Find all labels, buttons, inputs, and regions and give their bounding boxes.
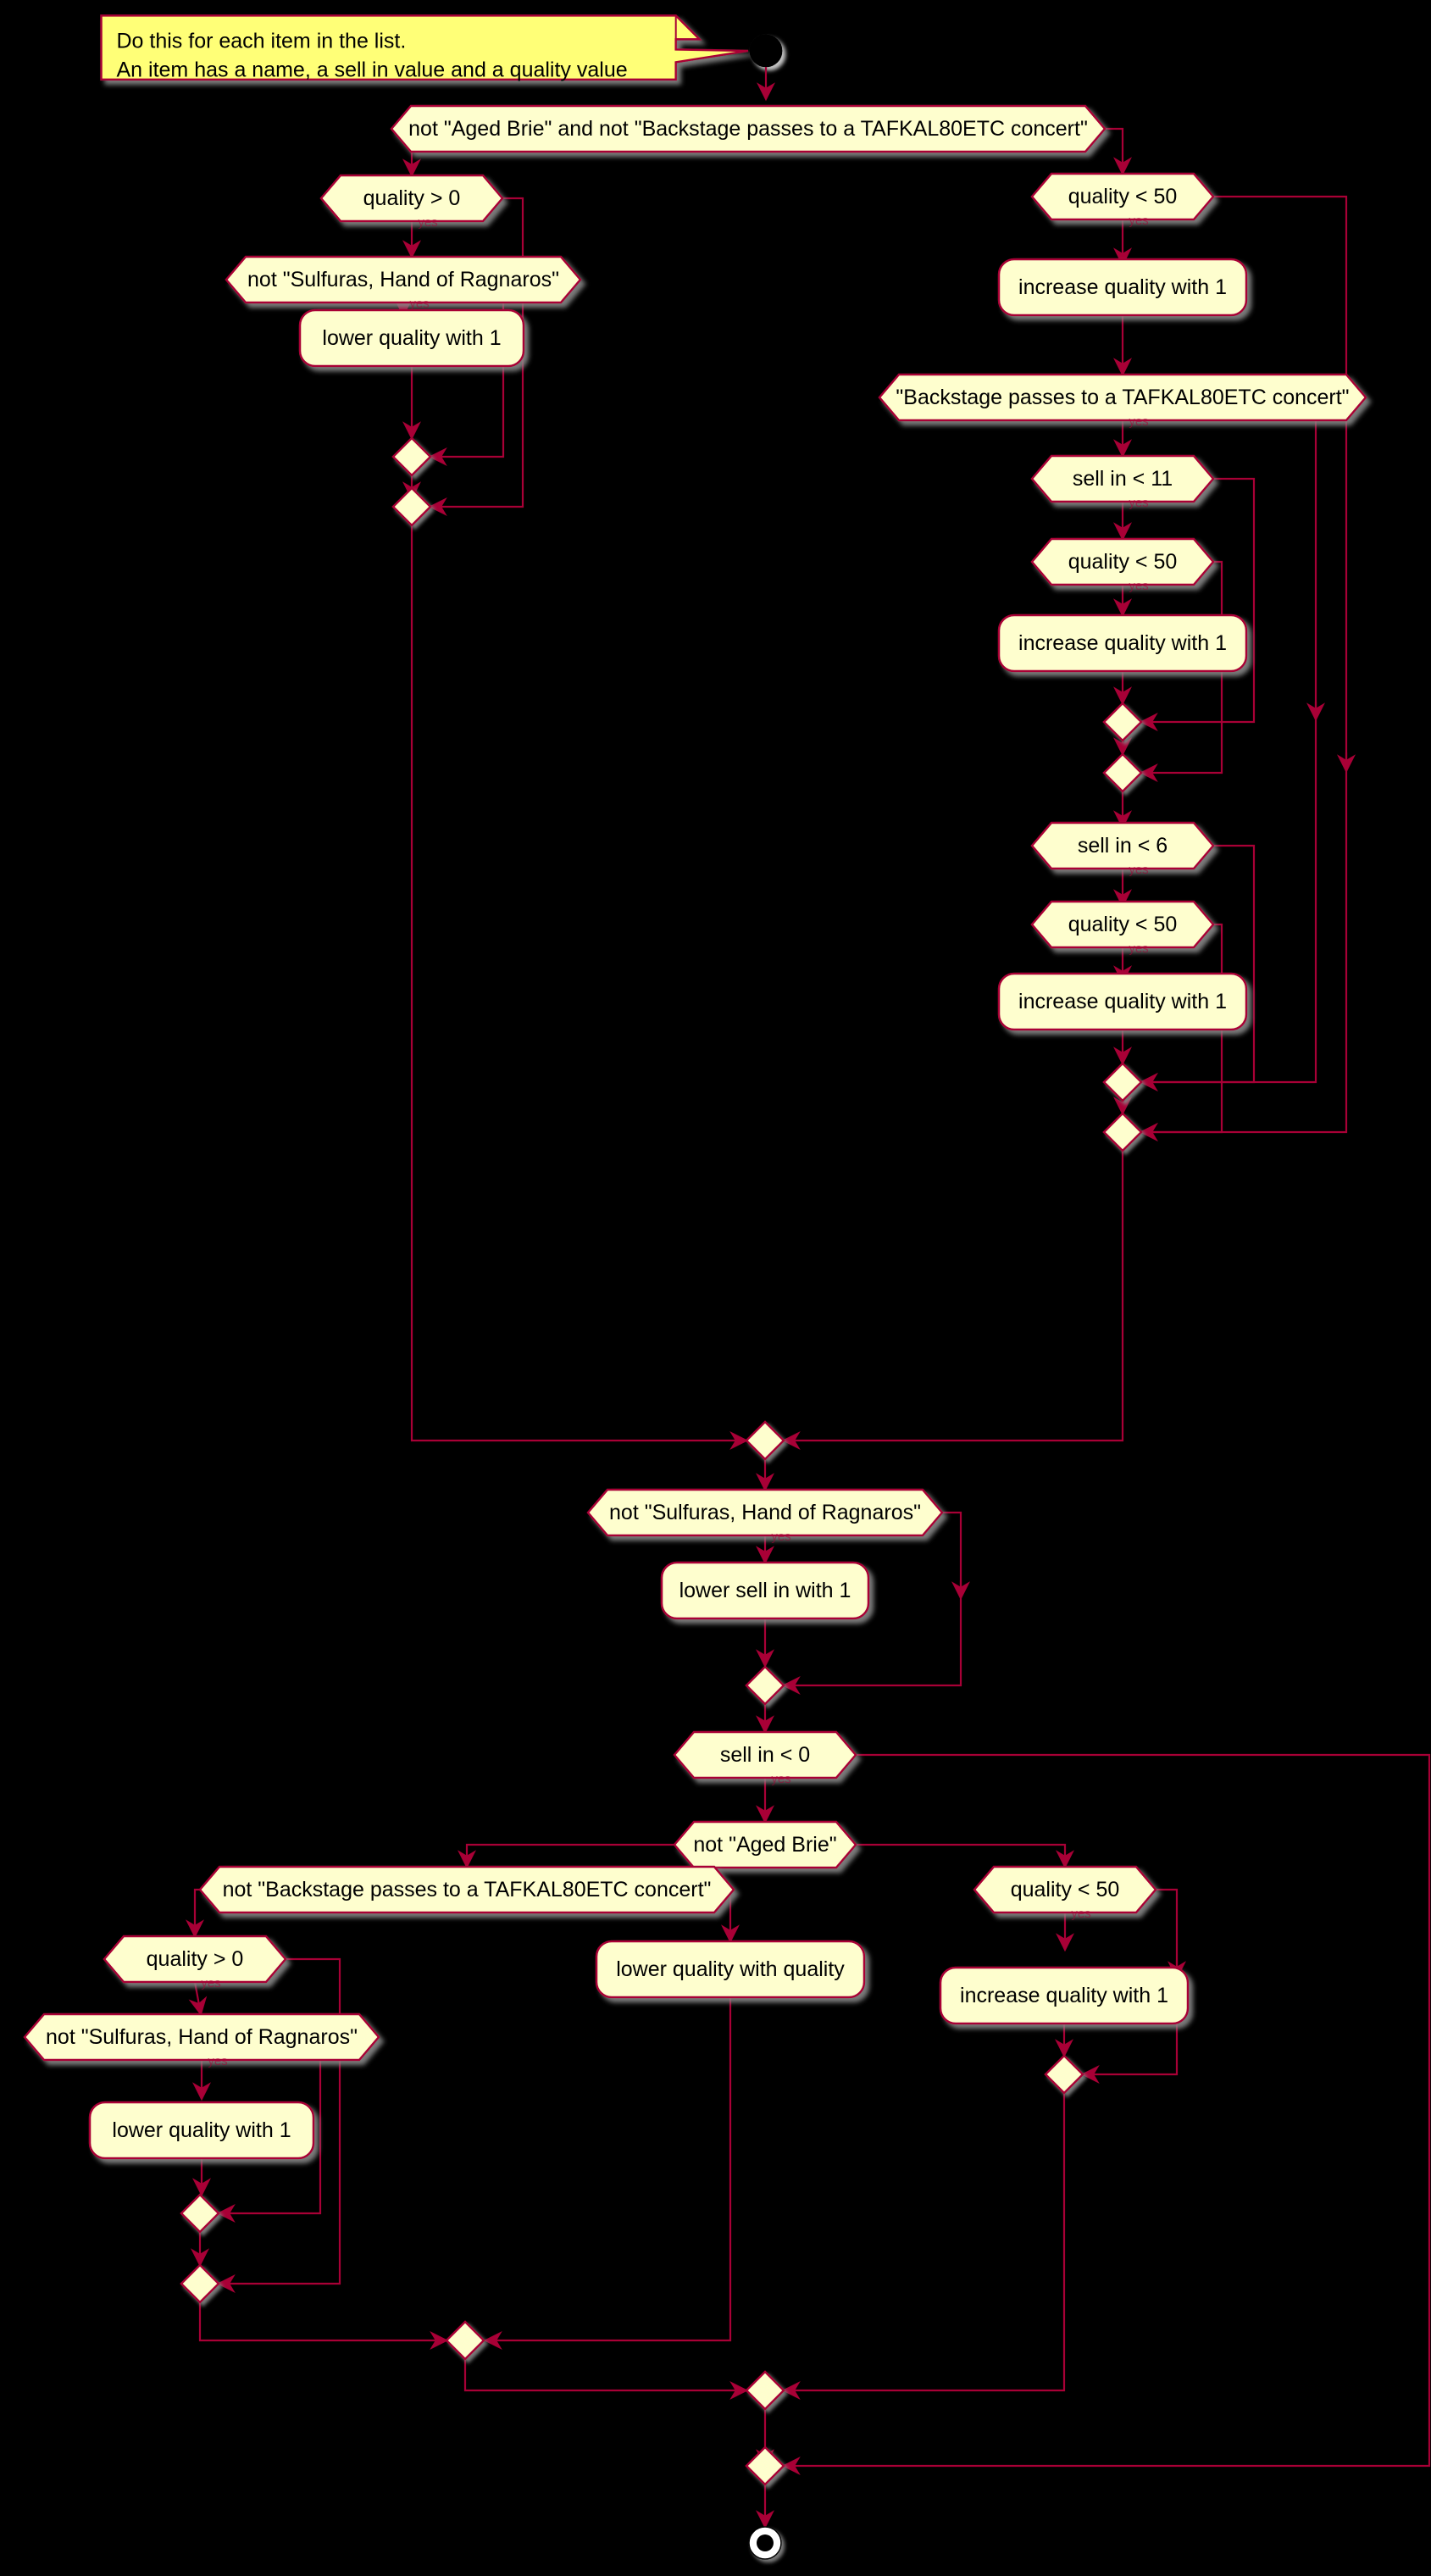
svg-text:yes: yes bbox=[418, 215, 437, 230]
svg-text:An item has a name, a sell in: An item has a name, a sell in value and … bbox=[117, 58, 628, 81]
svg-text:increase quality with 1: increase quality with 1 bbox=[960, 1984, 1168, 2007]
svg-text:lower quality with quality: lower quality with quality bbox=[616, 1957, 845, 1981]
svg-text:quality < 50: quality < 50 bbox=[1011, 1878, 1120, 1901]
svg-text:yes: yes bbox=[1129, 214, 1148, 228]
svg-text:not "Aged Brie" and not "Backs: not "Aged Brie" and not "Backstage passe… bbox=[408, 117, 1088, 141]
svg-text:sell in < 0: sell in < 0 bbox=[720, 1743, 810, 1767]
svg-text:yes: yes bbox=[771, 1530, 790, 1544]
svg-text:not "Backstage passes to a TAF: not "Backstage passes to a TAFKAL80ETC c… bbox=[223, 1878, 712, 1901]
svg-text:yes: yes bbox=[1071, 1907, 1090, 1921]
svg-text:yes: yes bbox=[1129, 941, 1148, 956]
svg-text:sell in < 11: sell in < 11 bbox=[1073, 467, 1173, 491]
svg-text:yes: yes bbox=[409, 297, 429, 311]
svg-text:quality < 50: quality < 50 bbox=[1068, 550, 1178, 574]
svg-text:not "Sulfuras, Hand of Ragnaro: not "Sulfuras, Hand of Ragnaros" bbox=[46, 2025, 358, 2049]
svg-text:not "Aged Brie": not "Aged Brie" bbox=[693, 1833, 836, 1857]
svg-text:yes: yes bbox=[208, 2054, 227, 2068]
svg-text:"Backstage passes to a TAFKAL8: "Backstage passes to a TAFKAL80ETC conce… bbox=[896, 386, 1349, 409]
svg-text:quality > 0: quality > 0 bbox=[147, 1947, 244, 1971]
svg-text:increase quality with 1: increase quality with 1 bbox=[1018, 990, 1227, 1013]
svg-text:Do this for each item in the l: Do this for each item in the list. bbox=[117, 29, 407, 53]
svg-text:increase quality with 1: increase quality with 1 bbox=[1018, 275, 1227, 299]
svg-text:yes: yes bbox=[201, 1976, 220, 1990]
svg-text:not "Sulfuras, Hand of Ragnaro: not "Sulfuras, Hand of Ragnaros" bbox=[609, 1501, 921, 1524]
svg-text:yes: yes bbox=[1129, 863, 1148, 877]
svg-text:lower quality with 1: lower quality with 1 bbox=[112, 2118, 291, 2142]
svg-text:yes: yes bbox=[1129, 579, 1148, 593]
svg-text:yes: yes bbox=[771, 1772, 790, 1786]
svg-text:lower quality with 1: lower quality with 1 bbox=[322, 326, 501, 350]
svg-text:lower sell in with 1: lower sell in with 1 bbox=[679, 1579, 851, 1602]
svg-text:sell in < 6: sell in < 6 bbox=[1078, 834, 1168, 858]
svg-text:increase quality with 1: increase quality with 1 bbox=[1018, 631, 1227, 655]
svg-text:yes: yes bbox=[1129, 496, 1148, 510]
svg-text:quality > 0: quality > 0 bbox=[363, 186, 461, 210]
svg-text:yes: yes bbox=[1129, 414, 1148, 429]
svg-text:quality < 50: quality < 50 bbox=[1068, 913, 1178, 936]
svg-text:quality < 50: quality < 50 bbox=[1068, 185, 1178, 208]
svg-text:not "Sulfuras, Hand of Ragnaro: not "Sulfuras, Hand of Ragnaros" bbox=[247, 268, 559, 291]
